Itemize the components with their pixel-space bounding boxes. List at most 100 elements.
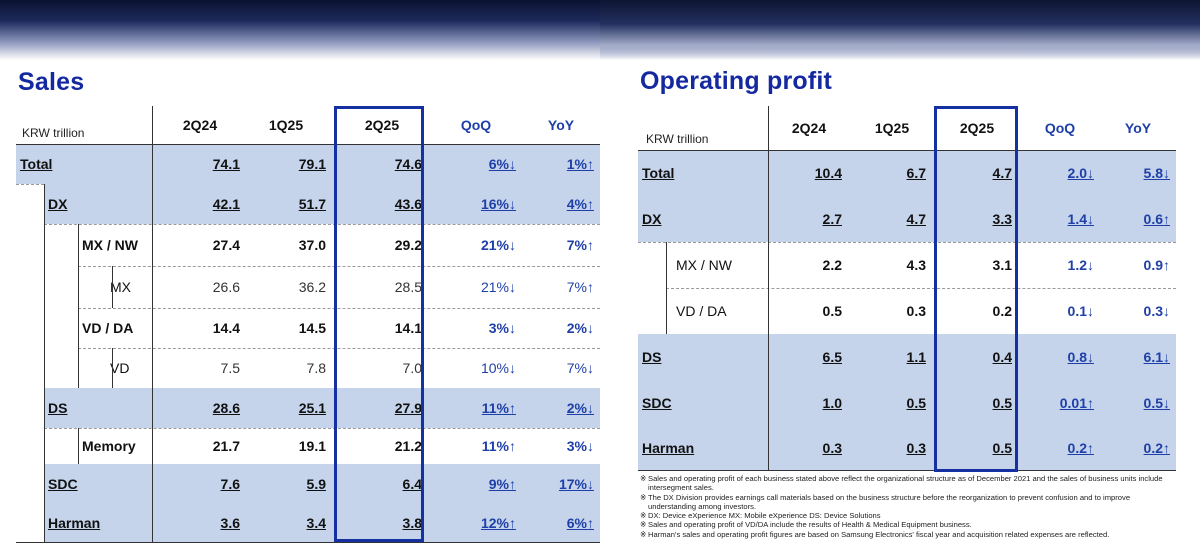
value-cell: 17%↓ — [522, 464, 594, 504]
current-quarter-highlight — [934, 106, 1018, 472]
table-row: Memory 21.7 19.1 21.2 11%↑ 3%↓ — [16, 428, 600, 464]
value-cell: 10%↓ — [430, 348, 516, 388]
footnote-item: ※ The DX Division provides earnings call … — [640, 493, 1180, 512]
value-cell: 11%↑ — [430, 428, 516, 464]
value-text: 0.01↑ — [1059, 395, 1094, 411]
table-row: DS 28.6 25.1 27.9 11%↑ 2%↓ — [16, 388, 600, 428]
value-text: 28.6 — [212, 400, 240, 416]
table-row: DX 42.1 51.7 43.6 16%↓ 4%↑ — [16, 184, 600, 224]
row-label-text: Total — [642, 165, 675, 181]
value-cell: 0.2↑ — [1100, 426, 1170, 470]
value-text: 28.5 — [394, 279, 422, 295]
value-cell: 0.2 — [934, 288, 1012, 334]
value-text: 10.4 — [814, 165, 842, 181]
value-text: 7%↑ — [566, 279, 594, 295]
value-text: 7.8 — [306, 360, 326, 376]
value-text: 79.1 — [298, 156, 326, 172]
value-cell: 1%↑ — [522, 144, 594, 184]
value-text: 0.5 — [992, 440, 1012, 456]
row-label: DX — [642, 196, 661, 242]
value-cell: 74.1 — [152, 144, 240, 184]
row-label-text: DX — [642, 211, 662, 227]
value-text: 16%↓ — [480, 196, 516, 212]
header-divider — [16, 144, 600, 145]
value-text: 14.4 — [212, 320, 240, 336]
row-label: Harman — [642, 426, 694, 470]
op-col-header-2q25: 2Q25 — [959, 120, 995, 136]
row-label-text: DS — [642, 349, 662, 365]
value-cell: 21%↓ — [430, 266, 516, 308]
table-row: Total 74.1 79.1 74.6 6%↓ 1%↑ — [16, 144, 600, 184]
row-highlight — [44, 388, 600, 428]
value-text: 43.6 — [394, 196, 422, 212]
value-text: 0.3 — [822, 440, 842, 456]
value-text: 9%↑ — [488, 476, 516, 492]
footnote-item: ※ DX: Device eXperience MX: Mobile eXperi… — [640, 511, 1180, 520]
row-label: VD — [110, 348, 129, 388]
value-text: 11%↑ — [481, 438, 516, 454]
value-text: 74.6 — [394, 156, 422, 172]
value-text: 26.6 — [212, 279, 240, 295]
table-row: DX 2.7 4.7 3.3 1.4↓ 0.6↑ — [638, 196, 1176, 242]
value-text: 0.2↑ — [1143, 440, 1170, 456]
op-col-header-qoq: QoQ — [1044, 120, 1076, 136]
value-text: 2%↓ — [566, 320, 594, 336]
value-cell: 28.5 — [334, 266, 422, 308]
value-text: 0.1↓ — [1067, 303, 1094, 319]
value-text: 0.3↓ — [1143, 303, 1170, 319]
value-text: 1.4↓ — [1067, 211, 1094, 227]
value-cell: 14.1 — [334, 308, 422, 348]
value-cell: 0.3 — [850, 426, 926, 470]
value-text: 19.1 — [298, 438, 326, 454]
value-cell: 7%↓ — [522, 348, 594, 388]
value-cell: 36.2 — [238, 266, 326, 308]
sales-table: KRW trillion 2Q24 1Q25 2Q25 QoQ YoY Total 74.1 7… — [16, 106, 600, 543]
footnote-item: ※ Harman's sales and operating profit fig… — [640, 530, 1180, 539]
value-text: 1%↑ — [566, 156, 594, 172]
value-text: 2%↓ — [566, 400, 594, 416]
row-divider — [44, 428, 600, 429]
value-text: 0.2↑ — [1067, 440, 1094, 456]
row-label-text: MX / NW — [676, 257, 732, 273]
value-text: 17%↓ — [558, 476, 594, 492]
value-cell: 3.3 — [934, 196, 1012, 242]
footnote-mark: ※ — [640, 492, 647, 502]
value-cell: 4.7 — [934, 150, 1012, 196]
value-cell: 6.4 — [334, 464, 422, 504]
value-text: 25.1 — [298, 400, 326, 416]
footnote-item: ※ Sales and operating profit of VD/DA inc… — [640, 520, 1180, 529]
table-row: DS 6.5 1.1 0.4 0.8↓ 6.1↓ — [638, 334, 1176, 380]
row-divider — [666, 288, 1176, 289]
value-text: 2.0↓ — [1067, 165, 1094, 181]
value-text: 29.2 — [394, 237, 422, 253]
row-label: DS — [48, 388, 67, 428]
value-text: 2.7 — [822, 211, 842, 227]
value-text: 3.8 — [402, 515, 422, 531]
value-text: 21%↓ — [480, 279, 516, 295]
table-row: MX / NW 2.2 4.3 3.1 1.2↓ 0.9↑ — [638, 242, 1176, 288]
op-unit-label: KRW trillion — [646, 132, 709, 146]
value-cell: 51.7 — [238, 184, 326, 224]
value-cell: 29.2 — [334, 224, 422, 266]
value-text: 0.3 — [906, 440, 926, 456]
value-cell: 3.4 — [238, 504, 326, 542]
row-divider — [78, 348, 600, 349]
value-text: 7.5 — [220, 360, 240, 376]
value-text: 0.4 — [992, 349, 1012, 365]
value-text: 1.1 — [906, 349, 926, 365]
value-cell: 6.7 — [850, 150, 926, 196]
header-divider — [638, 150, 1176, 151]
row-label-text: VD / DA — [676, 303, 727, 319]
value-text: 3.6 — [220, 515, 240, 531]
footnote-mark: ※ — [640, 520, 647, 530]
value-cell: 2.2 — [768, 242, 842, 288]
value-text: 4.3 — [906, 257, 926, 273]
indent-vline-mem — [78, 428, 79, 464]
row-label-text: VD / DA — [82, 320, 134, 336]
row-highlight — [638, 196, 1176, 242]
value-text: 6.4 — [402, 476, 422, 492]
value-text: 37.0 — [298, 237, 326, 253]
row-label: Total — [20, 144, 52, 184]
value-cell: 0.3 — [768, 426, 842, 470]
row-label-text: SDC — [48, 476, 78, 492]
